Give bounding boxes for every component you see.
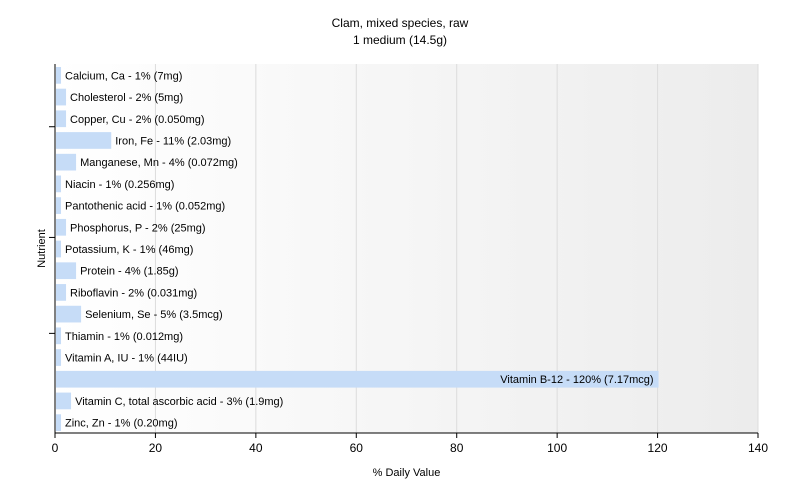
bar	[56, 132, 112, 149]
bar	[56, 67, 62, 84]
bar-label: Vitamin C, total ascorbic acid - 3% (1.9…	[75, 396, 283, 408]
bar-label: Selenium, Se - 5% (3.5mcg)	[85, 309, 223, 321]
chart-title: Clam, mixed species, raw	[331, 16, 469, 30]
bar-label: Potassium, K - 1% (46mg)	[65, 244, 193, 256]
bar-label: Niacin - 1% (0.256mg)	[65, 179, 174, 191]
bar-label: Phosphorus, P - 2% (25mg)	[70, 222, 206, 234]
bar	[56, 370, 659, 388]
y-axis-title: Nutrient	[36, 229, 48, 268]
bar-label: Cholesterol - 2% (5mg)	[70, 92, 183, 104]
bar-label: Calcium, Ca - 1% (7mg)	[65, 70, 182, 82]
bar	[56, 88, 67, 106]
bar	[56, 218, 67, 236]
x-tick-label: 0	[52, 441, 59, 455]
bar	[56, 349, 62, 366]
chart-subtitle: 1 medium (14.5g)	[352, 33, 448, 47]
bar	[56, 414, 62, 431]
bar	[56, 110, 67, 128]
bar	[56, 240, 62, 258]
bar-label: Vitamin A, IU - 1% (44IU)	[65, 353, 188, 365]
bar-label: Copper, Cu - 2% (0.050mg)	[70, 114, 205, 126]
x-tick-label: 40	[249, 441, 263, 455]
x-tick-label: 60	[350, 441, 364, 455]
bar-label: Protein - 4% (1.85g)	[80, 266, 178, 278]
bar	[56, 392, 72, 410]
x-tick-label: 80	[450, 441, 464, 455]
bar	[56, 153, 77, 171]
bar	[56, 197, 62, 214]
x-tick-label: 140	[748, 441, 768, 455]
bar-label: Pantothenic acid - 1% (0.052mg)	[65, 201, 225, 213]
x-axis-title: % Daily Value	[373, 467, 441, 479]
bar	[56, 327, 62, 345]
bar-label: Iron, Fe - 11% (2.03mg)	[115, 135, 231, 147]
bar	[56, 262, 77, 280]
bar-label: Manganese, Mn - 4% (0.072mg)	[80, 157, 238, 169]
x-tick-label: 120	[648, 441, 668, 455]
bar-label: Riboflavin - 2% (0.031mg)	[70, 287, 197, 299]
bar-label: Thiamin - 1% (0.012mg)	[65, 331, 183, 343]
bar	[56, 175, 62, 193]
bar-label: Vitamin B-12 - 120% (7.17mcg)	[500, 374, 653, 386]
bar	[56, 284, 67, 301]
x-tick-label: 100	[547, 441, 567, 455]
bar	[56, 305, 82, 323]
x-tick-label: 20	[149, 441, 163, 455]
bar-label: Zinc, Zn - 1% (0.20mg)	[65, 418, 177, 430]
